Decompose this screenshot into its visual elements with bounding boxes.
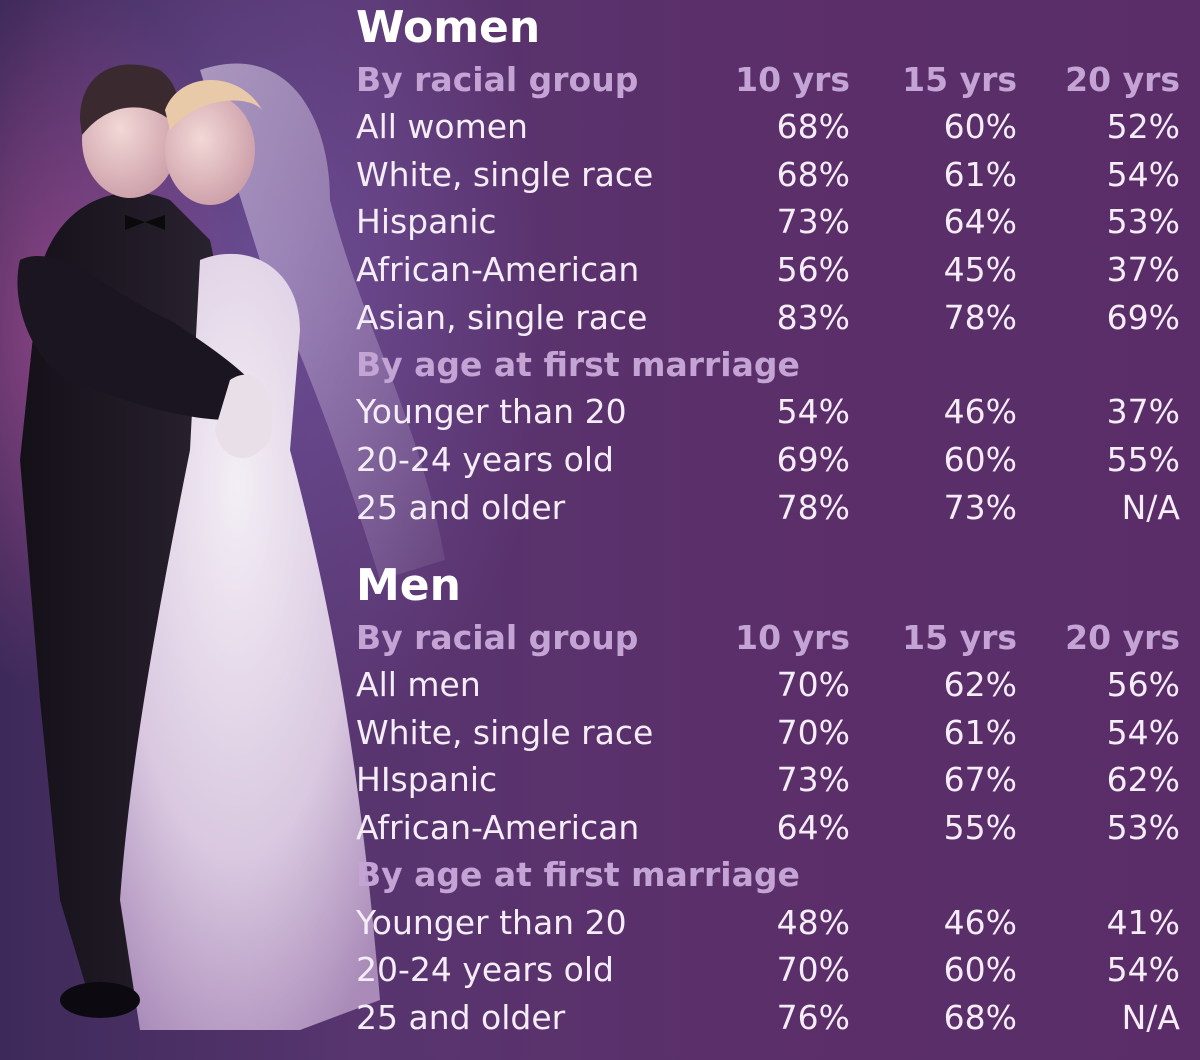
value-20yrs: 69%: [1106, 298, 1180, 337]
row-label: White, single race: [356, 155, 654, 194]
column-header-10yrs: 10 yrs: [735, 618, 850, 657]
row-label: Younger than 20: [356, 392, 627, 431]
column-header-15yrs: 15 yrs: [902, 60, 1017, 99]
value-15yrs: 60%: [943, 950, 1017, 989]
row-label: HIspanic: [356, 760, 498, 799]
table-row: African-American 56% 45% 37%: [0, 246, 1200, 293]
value-10yrs: 73%: [776, 760, 850, 799]
value-15yrs: 73%: [943, 488, 1017, 527]
table-row: White, single race 70% 61% 54%: [0, 709, 1200, 756]
value-15yrs: 61%: [943, 713, 1017, 752]
wedding-cake-topper-photo: [17, 63, 445, 1030]
value-20yrs: 41%: [1106, 903, 1180, 942]
value-20yrs: 55%: [1106, 440, 1180, 479]
row-label: Hispanic: [356, 202, 497, 241]
row-label: African-American: [356, 808, 640, 847]
value-15yrs: 60%: [943, 440, 1017, 479]
value-20yrs: 52%: [1106, 107, 1180, 146]
row-label: All women: [356, 107, 528, 146]
value-15yrs: 78%: [943, 298, 1017, 337]
value-10yrs: 64%: [776, 808, 850, 847]
value-15yrs: 45%: [943, 250, 1017, 289]
subheader-label: By racial group: [356, 60, 639, 99]
subheader-row: By racial group 10 yrs 15 yrs 20 yrs: [0, 56, 1200, 103]
value-10yrs: 56%: [776, 250, 850, 289]
column-header-10yrs: 10 yrs: [735, 60, 850, 99]
section-title-men: Men: [356, 560, 461, 611]
value-20yrs: 54%: [1106, 713, 1180, 752]
row-label: 20-24 years old: [356, 950, 614, 989]
value-15yrs: 46%: [943, 392, 1017, 431]
value-10yrs: 70%: [776, 713, 850, 752]
subheader-label: By age at first marriage: [356, 855, 800, 894]
value-10yrs: 83%: [776, 298, 850, 337]
value-20yrs: 53%: [1106, 808, 1180, 847]
table-row: All women 68% 60% 52%: [0, 103, 1200, 150]
value-10yrs: 73%: [776, 202, 850, 241]
value-10yrs: 78%: [776, 488, 850, 527]
table-row: 20-24 years old 69% 60% 55%: [0, 436, 1200, 483]
value-20yrs: 54%: [1106, 155, 1180, 194]
table-row: Hispanic 73% 64% 53%: [0, 198, 1200, 245]
value-10yrs: 68%: [776, 107, 850, 146]
value-10yrs: 70%: [776, 950, 850, 989]
value-15yrs: 46%: [943, 903, 1017, 942]
value-10yrs: 48%: [776, 903, 850, 942]
value-20yrs: 62%: [1106, 760, 1180, 799]
value-15yrs: 55%: [943, 808, 1017, 847]
row-label: 25 and older: [356, 488, 566, 527]
value-20yrs: 37%: [1106, 392, 1180, 431]
column-header-15yrs: 15 yrs: [902, 618, 1017, 657]
value-20yrs: 54%: [1106, 950, 1180, 989]
subheader-row: By age at first marriage: [0, 341, 1200, 388]
row-label: 20-24 years old: [356, 440, 614, 479]
row-label: African-American: [356, 250, 640, 289]
column-header-20yrs: 20 yrs: [1065, 618, 1180, 657]
table-row: Asian, single race 83% 78% 69%: [0, 294, 1200, 341]
value-10yrs: 69%: [776, 440, 850, 479]
table-row: 25 and older 76% 68% N/A: [0, 994, 1200, 1041]
subheader-row: By age at first marriage: [0, 851, 1200, 898]
column-header-20yrs: 20 yrs: [1065, 60, 1180, 99]
value-20yrs: 37%: [1106, 250, 1180, 289]
subheader-label: By racial group: [356, 618, 639, 657]
value-10yrs: 70%: [776, 665, 850, 704]
table-row: African-American 64% 55% 53%: [0, 804, 1200, 851]
subheader-row: By racial group 10 yrs 15 yrs 20 yrs: [0, 614, 1200, 661]
row-label: White, single race: [356, 713, 654, 752]
table-row: HIspanic 73% 67% 62%: [0, 756, 1200, 803]
value-20yrs: 56%: [1106, 665, 1180, 704]
table-row: White, single race 68% 61% 54%: [0, 151, 1200, 198]
value-10yrs: 54%: [776, 392, 850, 431]
table-row: Younger than 20 54% 46% 37%: [0, 388, 1200, 435]
row-label: Asian, single race: [356, 298, 648, 337]
value-15yrs: 60%: [943, 107, 1017, 146]
row-label: 25 and older: [356, 998, 566, 1037]
row-label: Younger than 20: [356, 903, 627, 942]
value-20yrs: 53%: [1106, 202, 1180, 241]
table-row: 25 and older 78% 73% N/A: [0, 484, 1200, 531]
table-row: All men 70% 62% 56%: [0, 661, 1200, 708]
value-20yrs: N/A: [1121, 488, 1180, 527]
value-15yrs: 67%: [943, 760, 1017, 799]
section-title-women: Women: [356, 2, 541, 53]
value-15yrs: 62%: [943, 665, 1017, 704]
value-10yrs: 68%: [776, 155, 850, 194]
table-row: Younger than 20 48% 46% 41%: [0, 899, 1200, 946]
value-15yrs: 64%: [943, 202, 1017, 241]
value-15yrs: 61%: [943, 155, 1017, 194]
value-10yrs: 76%: [776, 998, 850, 1037]
subheader-label: By age at first marriage: [356, 345, 800, 384]
value-20yrs: N/A: [1121, 998, 1180, 1037]
row-label: All men: [356, 665, 481, 704]
table-row: 20-24 years old 70% 60% 54%: [0, 946, 1200, 993]
value-15yrs: 68%: [943, 998, 1017, 1037]
